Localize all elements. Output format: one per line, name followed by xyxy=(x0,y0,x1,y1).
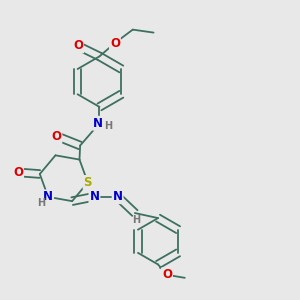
Text: O: O xyxy=(110,37,120,50)
Text: N: N xyxy=(43,190,53,203)
Text: O: O xyxy=(73,40,83,52)
Text: N: N xyxy=(112,190,123,203)
Text: H: H xyxy=(38,198,46,208)
Text: H: H xyxy=(132,214,140,225)
Text: H: H xyxy=(104,121,112,130)
Text: S: S xyxy=(84,176,92,189)
Text: O: O xyxy=(13,166,23,179)
Text: O: O xyxy=(51,130,62,143)
Text: N: N xyxy=(93,117,103,130)
Text: O: O xyxy=(162,268,172,281)
Text: N: N xyxy=(89,190,99,203)
